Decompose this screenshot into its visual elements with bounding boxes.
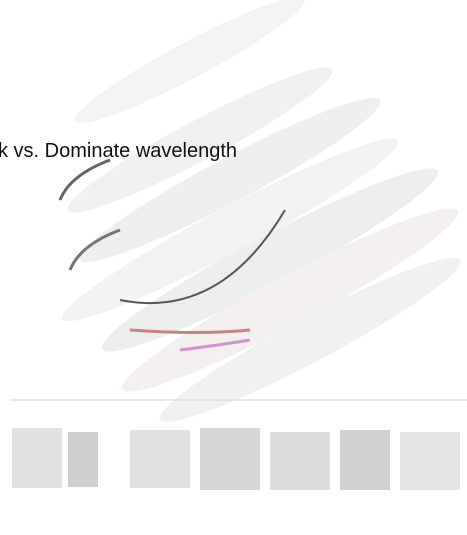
arc [119, 209, 286, 305]
chart-title: k vs. Dominate wavelength [0, 140, 237, 162]
block [68, 432, 98, 487]
block [200, 428, 260, 490]
block [340, 430, 390, 490]
edge [129, 328, 251, 334]
glitch-band [12, 428, 460, 490]
streak [79, 97, 381, 263]
block [130, 430, 190, 488]
streak [101, 168, 439, 352]
edge [68, 228, 121, 271]
edge [58, 158, 111, 201]
block [400, 432, 460, 490]
streak [67, 67, 333, 213]
block [270, 432, 330, 490]
edge [179, 338, 251, 352]
block [12, 428, 62, 488]
streak [159, 257, 461, 423]
streak [61, 138, 399, 322]
streak [74, 0, 306, 124]
streaks [10, 0, 467, 423]
